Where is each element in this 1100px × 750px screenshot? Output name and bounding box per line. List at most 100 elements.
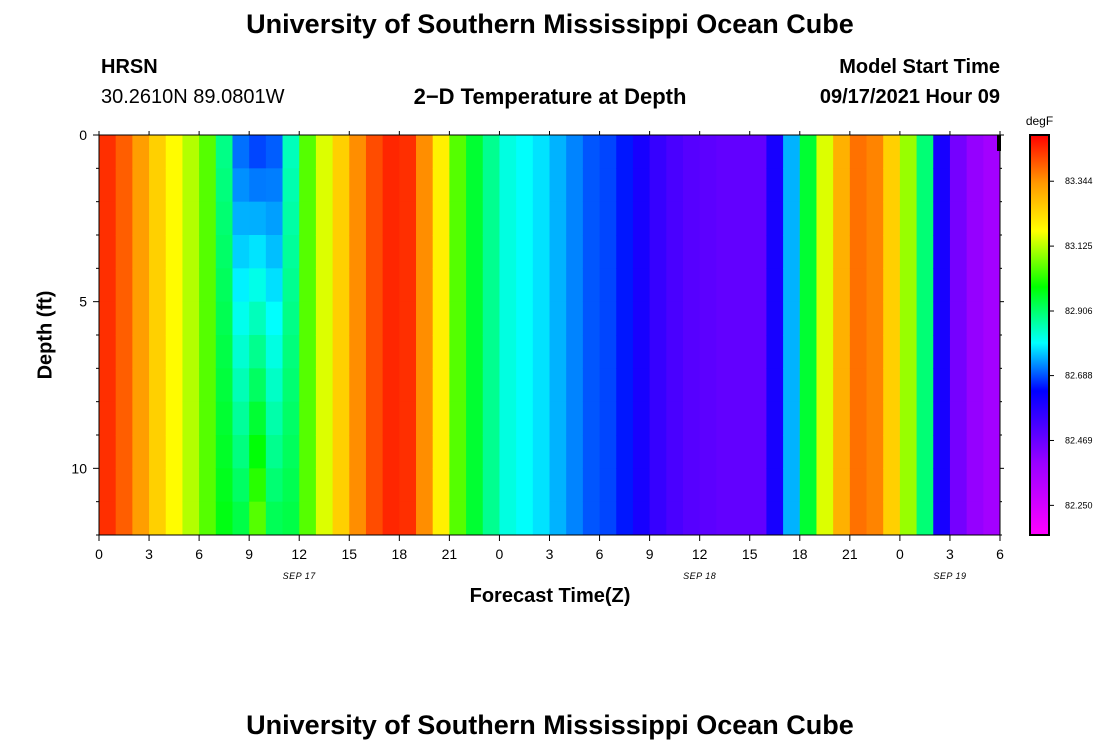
heat-cell	[966, 168, 984, 203]
heat-cell	[215, 368, 233, 403]
heat-cell	[616, 401, 634, 436]
heat-cell	[616, 301, 634, 336]
heat-cell	[899, 368, 918, 403]
heat-cell	[666, 268, 684, 303]
heat-cell	[399, 368, 417, 403]
heat-cell	[783, 335, 801, 369]
heat-cell	[466, 435, 484, 469]
heat-cell	[115, 501, 133, 536]
heat-cell	[199, 401, 217, 436]
heat-cell	[749, 335, 767, 369]
heat-cell	[682, 235, 701, 269]
heat-cell	[182, 168, 200, 203]
heat-cell	[149, 168, 167, 203]
heat-cell	[682, 501, 701, 536]
heat-cell	[966, 435, 984, 469]
heat-cell	[466, 301, 484, 336]
heat-cell	[265, 268, 284, 303]
heat-cell	[265, 468, 284, 503]
heat-cell	[933, 435, 951, 469]
heat-cell	[616, 201, 634, 236]
heat-cell	[783, 201, 801, 236]
heat-cell	[299, 468, 317, 503]
heat-cell	[199, 268, 217, 303]
heat-cell	[833, 501, 851, 536]
heat-cell	[549, 501, 567, 536]
heat-cell	[249, 168, 267, 203]
heat-cell	[282, 301, 300, 336]
chart-subtitle: 2−D Temperature at Depth	[413, 84, 687, 109]
heat-cell	[532, 135, 550, 169]
heat-cell	[99, 268, 117, 303]
heat-cell	[933, 201, 951, 236]
heat-cell	[582, 435, 601, 469]
heat-cell	[449, 268, 467, 303]
heat-cell	[332, 335, 350, 369]
heat-cell	[432, 335, 450, 369]
heat-cell	[883, 235, 901, 269]
heat-cell	[132, 468, 150, 503]
heat-cell	[416, 435, 434, 469]
heat-cell	[883, 168, 901, 203]
heat-cell	[349, 335, 367, 369]
heat-cell	[182, 135, 200, 169]
heat-cell	[799, 435, 817, 469]
heat-cell	[866, 401, 884, 436]
heat-cell	[582, 335, 601, 369]
heat-cell	[399, 468, 417, 503]
heat-cell	[599, 135, 617, 169]
heat-cell	[666, 168, 684, 203]
x-date-label: SEP 19	[933, 571, 966, 581]
heat-cell	[549, 335, 567, 369]
heat-cell	[666, 435, 684, 469]
heat-cell	[416, 201, 434, 236]
heat-cell	[99, 401, 117, 436]
heat-cell	[516, 201, 534, 236]
heat-cell	[482, 301, 500, 336]
heat-cell	[666, 301, 684, 336]
heat-cell	[132, 168, 150, 203]
heat-cell	[115, 168, 133, 203]
heat-cell	[916, 335, 934, 369]
heat-cell	[349, 268, 367, 303]
heat-cell	[849, 301, 868, 336]
heat-cell	[599, 368, 617, 403]
heat-cell	[115, 268, 133, 303]
heat-cell	[566, 268, 584, 303]
heat-cell	[449, 435, 467, 469]
heat-cell	[482, 135, 500, 169]
heat-cell	[933, 501, 951, 536]
heat-cell	[165, 368, 183, 403]
heat-cell	[749, 235, 767, 269]
heat-cell	[966, 301, 984, 336]
heat-cell	[115, 401, 133, 436]
heat-cell	[866, 168, 884, 203]
heat-cell	[249, 201, 267, 236]
heat-cell	[983, 268, 1001, 303]
heat-cell	[466, 168, 484, 203]
heat-cell	[382, 135, 400, 169]
heat-cell	[365, 468, 384, 503]
heat-cell	[933, 268, 951, 303]
heat-cell	[399, 335, 417, 369]
heat-cell	[649, 168, 667, 203]
heat-cell	[699, 268, 717, 303]
heat-cell	[215, 135, 233, 169]
heat-cell	[499, 168, 517, 203]
heat-cell	[265, 235, 284, 269]
heat-cell	[582, 235, 601, 269]
heat-cell	[299, 335, 317, 369]
heat-cell	[849, 335, 868, 369]
heat-cell	[866, 368, 884, 403]
heat-cell	[833, 401, 851, 436]
heat-cell	[315, 435, 334, 469]
heat-cell	[299, 168, 317, 203]
heat-cell	[733, 268, 751, 303]
heat-cell	[682, 368, 701, 403]
heat-cell	[165, 468, 183, 503]
heat-cell	[733, 401, 751, 436]
heat-cell	[599, 501, 617, 536]
heat-cell	[716, 368, 734, 403]
heat-cell	[749, 301, 767, 336]
heat-cell	[866, 235, 884, 269]
